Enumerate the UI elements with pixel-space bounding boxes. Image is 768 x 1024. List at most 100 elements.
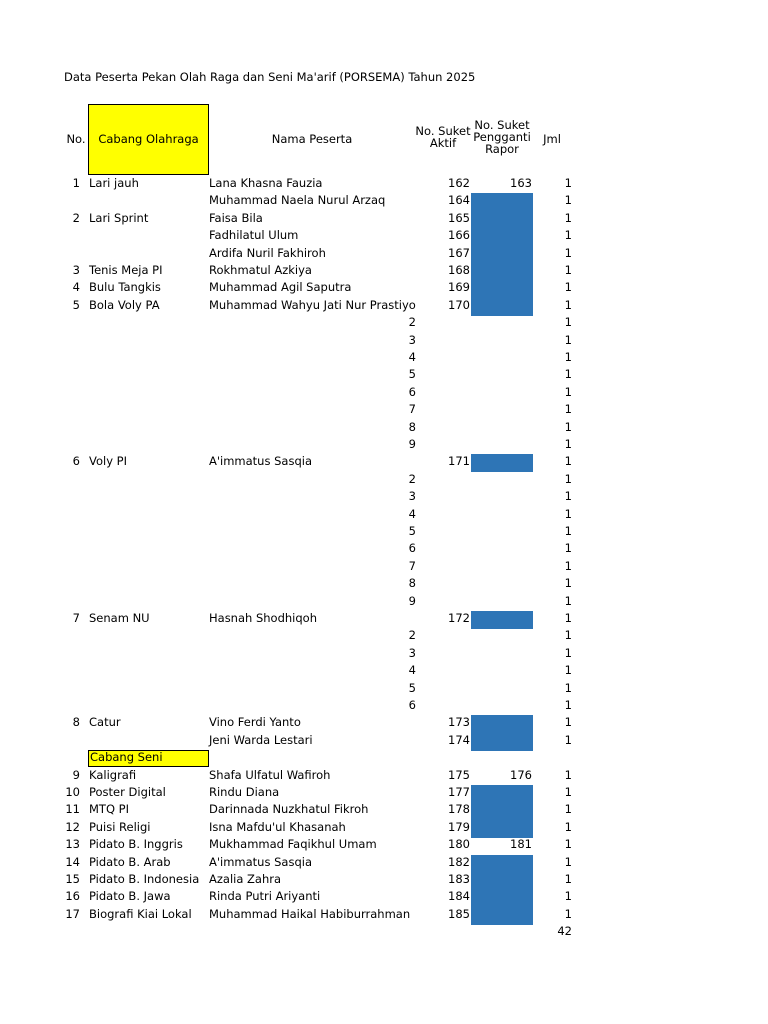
row-cabang: MTQ PI [89, 802, 129, 817]
replacement-fill [471, 210, 533, 229]
row-nama: Rinda Putri Ariyanti [209, 889, 321, 904]
row-jml: 1 [564, 454, 572, 469]
row-sub-number: 2 [408, 315, 416, 330]
row-nama: A'immatus Sasqia [209, 854, 313, 869]
header-nama: Nama Peserta [271, 132, 353, 146]
row-nama: Rokhmatul Azkiya [209, 263, 312, 277]
row-jml: 1 [564, 280, 572, 295]
row-nama: Muhammad Agil Saputra [209, 280, 352, 295]
row-jml: 1 [564, 228, 572, 243]
row-suket-aktif: 182 [448, 854, 470, 869]
row-jml: 1 [564, 506, 572, 521]
row-jml: 1 [564, 715, 572, 730]
row-cabang: Poster Digital [89, 785, 166, 799]
row-jml: 1 [564, 593, 572, 608]
replacement-fill [471, 611, 533, 629]
row-cabang: Catur [89, 715, 121, 730]
row-sub-number: 7 [408, 558, 416, 573]
header-cabang-highlight [88, 104, 209, 175]
row-cabang: Bola Voly PA [89, 297, 160, 312]
total-count: 42 [557, 924, 572, 939]
row-jml: 1 [564, 263, 572, 277]
row-sub-number: 8 [408, 576, 416, 591]
row-nama: Azalia Zahra [209, 872, 282, 886]
row-jml: 1 [564, 628, 572, 643]
row-jml: 1 [564, 541, 572, 556]
row-jml: 1 [564, 576, 572, 591]
row-cabang: Bulu Tangkis [89, 280, 161, 295]
row-sub-number: 6 [408, 384, 416, 399]
row-sub-number: 4 [408, 350, 416, 364]
row-sub-number: 9 [408, 593, 416, 608]
row-jml: 1 [564, 819, 572, 834]
row-no: 8 [72, 715, 80, 730]
row-jml: 1 [564, 315, 572, 330]
row-no: 3 [72, 263, 80, 277]
row-nama: Shafa Ulfatul Wafiroh [209, 767, 331, 782]
row-jml: 1 [564, 176, 572, 190]
row-no: 4 [72, 280, 80, 295]
row-cabang: Senam NU [89, 611, 150, 625]
row-sub-number: 4 [408, 506, 416, 521]
row-nama: Muhammad Naela Nurul Arzaq [209, 193, 386, 208]
row-jml: 1 [564, 889, 572, 904]
replacement-fill [471, 872, 533, 890]
row-nama: Muhammad Wahyu Jati Nur Prastiyo [209, 297, 416, 312]
row-jml: 1 [564, 437, 572, 451]
row-sub-number: 3 [408, 332, 416, 347]
row-jml: 1 [564, 663, 572, 678]
header-no: No. [66, 132, 86, 146]
replacement-fill [471, 454, 533, 473]
row-sub-number: 7 [408, 402, 416, 417]
row-no: 9 [72, 767, 80, 782]
row-jml: 1 [564, 837, 572, 852]
header-suket-pengganti: No. Suket Pengganti Rapor [473, 118, 531, 156]
row-suket-aktif: 162 [448, 176, 470, 190]
row-jml: 1 [564, 558, 572, 573]
row-cabang: Pidato B. Jawa [89, 889, 171, 904]
row-no: 12 [65, 819, 80, 834]
row-nama: Faisa Bila [209, 210, 263, 225]
row-jml: 1 [564, 645, 572, 660]
row-sub-number: 4 [408, 663, 416, 678]
row-cabang: Tenis Meja PI [89, 263, 163, 277]
row-suket-aktif: 175 [448, 767, 470, 782]
row-jml: 1 [564, 350, 572, 364]
row-nama: Isna Mafdu'ul Khasanah [209, 819, 346, 834]
row-jml: 1 [564, 210, 572, 225]
replacement-fill [471, 280, 533, 299]
row-no: 15 [65, 872, 80, 886]
header-cabang: Cabang Olahraga [98, 132, 199, 146]
row-suket-aktif: 171 [448, 454, 470, 469]
row-sub-number: 5 [408, 524, 416, 538]
row-jml: 1 [564, 384, 572, 399]
row-nama: Fadhilatul Ulum [209, 228, 299, 243]
replacement-fill [471, 228, 533, 247]
row-jml: 1 [564, 367, 572, 382]
page-title: Data Peserta Pekan Olah Raga dan Seni Ma… [64, 70, 476, 84]
row-no: 13 [65, 837, 80, 852]
section-seni-label: Cabang Seni [90, 750, 163, 765]
row-suket-aktif: 177 [448, 785, 470, 799]
replacement-fill [471, 906, 533, 925]
row-jml: 1 [564, 419, 572, 434]
row-sub-number: 8 [408, 419, 416, 434]
replacement-fill [471, 802, 533, 821]
row-no: 7 [72, 611, 80, 625]
row-no: 1 [72, 176, 80, 190]
row-jml: 1 [564, 611, 572, 625]
row-suket-pengganti: 181 [510, 837, 532, 852]
row-suket-pengganti: 163 [510, 176, 532, 190]
row-no: 16 [65, 889, 80, 904]
row-jml: 1 [564, 489, 572, 504]
row-jml: 1 [564, 854, 572, 869]
row-cabang: Biografi Kiai Lokal [89, 906, 192, 921]
row-sub-number: 6 [408, 541, 416, 556]
replacement-fill [471, 732, 533, 751]
row-sub-number: 3 [408, 645, 416, 660]
row-suket-aktif: 174 [448, 732, 470, 747]
row-jml: 1 [564, 402, 572, 417]
replacement-fill [471, 854, 533, 873]
row-nama: Muhammad Haikal Habiburrahman [209, 906, 411, 921]
row-no: 14 [65, 854, 80, 869]
